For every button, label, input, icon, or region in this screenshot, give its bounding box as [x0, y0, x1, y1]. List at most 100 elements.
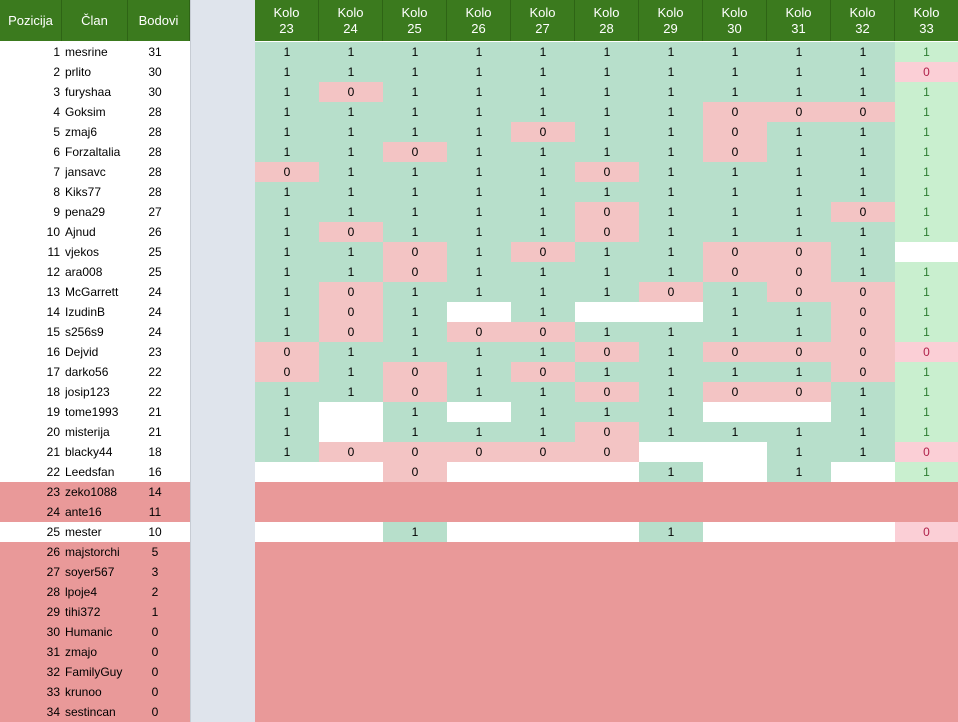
header-kolo-23[interactable]: Kolo 23: [255, 0, 319, 41]
round-result-cell[interactable]: [255, 522, 319, 542]
round-result-cell[interactable]: 1: [575, 42, 639, 62]
round-result-cell[interactable]: 1: [639, 342, 703, 362]
round-result-cell[interactable]: 0: [511, 442, 575, 462]
round-result-cell[interactable]: 1: [895, 202, 958, 222]
round-result-cell[interactable]: 1: [767, 362, 831, 382]
round-result-cell[interactable]: [447, 522, 511, 542]
round-result-cell[interactable]: 1: [255, 82, 319, 102]
round-result-cell[interactable]: 1: [255, 182, 319, 202]
round-result-cell[interactable]: 1: [447, 82, 511, 102]
table-row[interactable]: 9 pena29 27: [0, 202, 190, 222]
round-result-cell[interactable]: 1: [895, 182, 958, 202]
round-result-cell[interactable]: 1: [319, 262, 383, 282]
round-result-cell[interactable]: 0: [575, 442, 639, 462]
round-result-cell[interactable]: 0: [575, 342, 639, 362]
round-result-cell[interactable]: 1: [639, 122, 703, 142]
round-result-cell[interactable]: 1: [831, 42, 895, 62]
round-result-cell[interactable]: 0: [767, 262, 831, 282]
round-result-cell[interactable]: 0: [575, 422, 639, 442]
table-row[interactable]: 15 s256s9 24: [0, 322, 190, 342]
round-result-cell[interactable]: 1: [703, 82, 767, 102]
round-result-cell[interactable]: [511, 522, 575, 542]
round-result-cell[interactable]: 1: [255, 42, 319, 62]
round-result-cell[interactable]: 1: [383, 62, 447, 82]
round-result-cell[interactable]: 0: [383, 142, 447, 162]
round-result-cell[interactable]: 0: [575, 222, 639, 242]
table-row[interactable]: 3 furyshaa 30: [0, 82, 190, 102]
round-result-cell[interactable]: 1: [511, 202, 575, 222]
round-result-cell[interactable]: [639, 302, 703, 322]
table-row[interactable]: 2 prlito 30: [0, 62, 190, 82]
round-result-cell[interactable]: 0: [703, 342, 767, 362]
round-result-cell[interactable]: 1: [511, 422, 575, 442]
header-kolo-29[interactable]: Kolo 29: [639, 0, 703, 41]
table-row[interactable]: 33 krunoo 0: [0, 682, 190, 702]
round-result-cell[interactable]: 1: [767, 162, 831, 182]
round-result-cell[interactable]: 0: [575, 202, 639, 222]
table-row[interactable]: 28 lpoje4 2: [0, 582, 190, 602]
round-result-cell[interactable]: 1: [895, 402, 958, 422]
round-result-cell[interactable]: 0: [831, 282, 895, 302]
round-result-cell[interactable]: 1: [511, 62, 575, 82]
round-result-cell[interactable]: 1: [767, 222, 831, 242]
round-result-cell[interactable]: 0: [703, 382, 767, 402]
round-result-cell[interactable]: [575, 462, 639, 482]
round-result-cell[interactable]: 1: [895, 142, 958, 162]
round-result-cell[interactable]: 1: [447, 242, 511, 262]
round-result-cell[interactable]: 1: [511, 342, 575, 362]
table-row[interactable]: 8 Kiks77 28: [0, 182, 190, 202]
round-result-cell[interactable]: 1: [895, 422, 958, 442]
table-row[interactable]: 21 blacky44 18: [0, 442, 190, 462]
header-kolo-28[interactable]: Kolo 28: [575, 0, 639, 41]
round-result-cell[interactable]: 1: [831, 242, 895, 262]
round-result-cell[interactable]: 1: [447, 202, 511, 222]
round-result-cell[interactable]: 1: [639, 462, 703, 482]
round-result-cell[interactable]: 1: [767, 302, 831, 322]
round-result-cell[interactable]: 1: [831, 62, 895, 82]
round-result-cell[interactable]: 1: [447, 102, 511, 122]
round-result-cell[interactable]: 1: [255, 282, 319, 302]
round-result-cell[interactable]: 0: [319, 322, 383, 342]
round-result-cell[interactable]: 1: [447, 382, 511, 402]
round-result-cell[interactable]: 1: [767, 202, 831, 222]
round-result-cell[interactable]: 1: [383, 282, 447, 302]
round-result-cell[interactable]: 1: [575, 402, 639, 422]
round-result-cell[interactable]: 1: [447, 142, 511, 162]
round-result-cell[interactable]: [255, 462, 319, 482]
round-result-cell[interactable]: 1: [703, 222, 767, 242]
round-result-cell[interactable]: 1: [447, 222, 511, 242]
round-result-cell[interactable]: [703, 402, 767, 422]
round-result-cell[interactable]: 1: [383, 302, 447, 322]
round-result-cell[interactable]: 1: [255, 202, 319, 222]
table-row[interactable]: 29 tihi372 1: [0, 602, 190, 622]
table-row[interactable]: 1 mesrine 31: [0, 42, 190, 62]
round-result-cell[interactable]: 0: [895, 342, 958, 362]
header-kolo-24[interactable]: Kolo 24: [319, 0, 383, 41]
table-row[interactable]: 32 FamilyGuy 0: [0, 662, 190, 682]
round-result-cell[interactable]: 1: [255, 402, 319, 422]
round-result-cell[interactable]: 1: [767, 82, 831, 102]
round-result-cell[interactable]: 0: [319, 222, 383, 242]
round-result-cell[interactable]: [511, 462, 575, 482]
round-result-cell[interactable]: 1: [831, 162, 895, 182]
round-result-cell[interactable]: [447, 462, 511, 482]
round-result-cell[interactable]: 1: [895, 122, 958, 142]
round-result-cell[interactable]: 1: [831, 82, 895, 102]
round-result-cell[interactable]: 1: [511, 102, 575, 122]
round-result-cell[interactable]: 0: [767, 102, 831, 122]
round-result-cell[interactable]: 1: [831, 182, 895, 202]
round-result-cell[interactable]: 1: [575, 182, 639, 202]
round-result-cell[interactable]: 1: [511, 182, 575, 202]
round-result-cell[interactable]: 0: [511, 122, 575, 142]
table-row[interactable]: 19 tome1993 21: [0, 402, 190, 422]
round-result-cell[interactable]: [831, 462, 895, 482]
round-result-cell[interactable]: 1: [319, 202, 383, 222]
round-result-cell[interactable]: 1: [511, 42, 575, 62]
round-result-cell[interactable]: 1: [255, 62, 319, 82]
round-result-cell[interactable]: 1: [895, 282, 958, 302]
round-result-cell[interactable]: 0: [319, 282, 383, 302]
round-result-cell[interactable]: 1: [703, 202, 767, 222]
round-result-cell[interactable]: [319, 422, 383, 442]
round-result-cell[interactable]: 1: [639, 182, 703, 202]
round-result-cell[interactable]: 1: [767, 422, 831, 442]
